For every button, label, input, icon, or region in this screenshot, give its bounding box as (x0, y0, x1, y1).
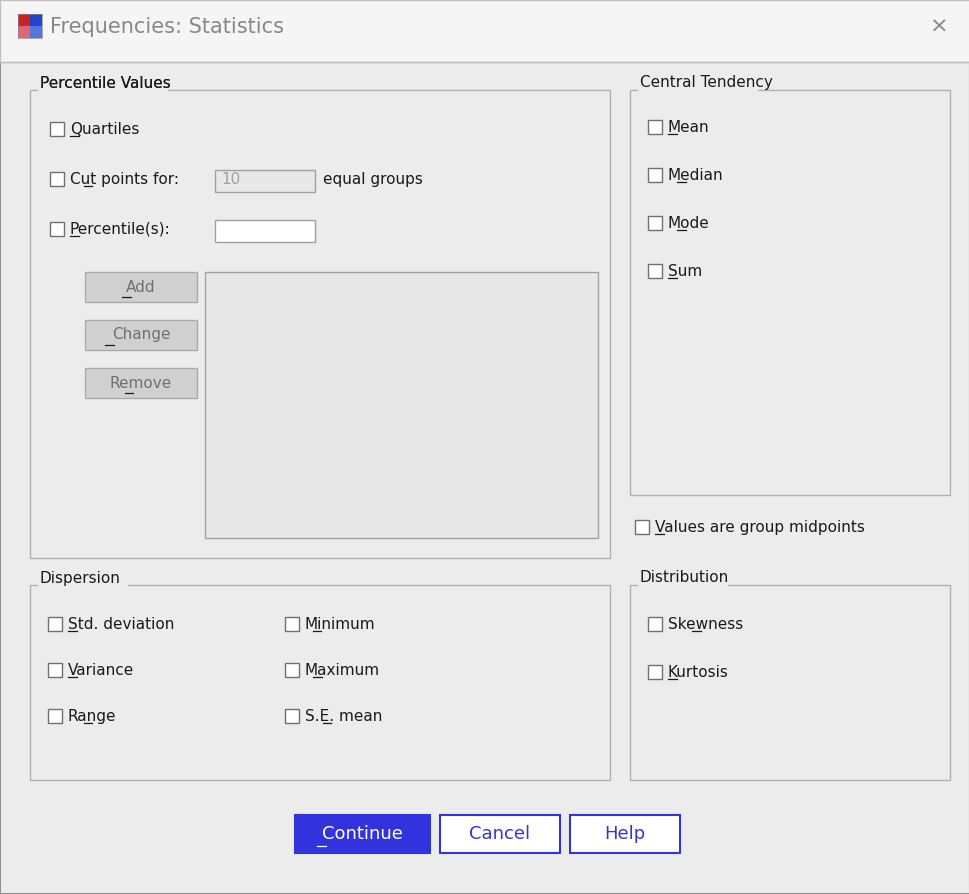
Bar (629, 585, 949, 780)
Bar (85, 368, 197, 398)
Bar (647, 120, 661, 134)
Text: Mean: Mean (668, 120, 709, 135)
Text: Skewness: Skewness (668, 617, 742, 632)
Text: Variance: Variance (68, 663, 134, 678)
Text: Add: Add (126, 280, 156, 294)
Text: Percentile Values: Percentile Values (40, 75, 171, 90)
Bar (50, 122, 64, 136)
Text: Central Tendency: Central Tendency (640, 75, 772, 90)
Bar (285, 617, 298, 631)
Bar (285, 663, 298, 677)
Bar (647, 264, 661, 278)
Text: equal groups: equal groups (323, 172, 422, 187)
Bar (18, 26, 30, 38)
Text: Help: Help (604, 825, 645, 843)
Text: Frequencies: Statistics: Frequencies: Statistics (50, 17, 284, 37)
Bar (647, 168, 661, 182)
Text: Median: Median (668, 168, 723, 183)
Bar (629, 90, 949, 495)
Text: Percentile Values: Percentile Values (40, 75, 171, 90)
Bar (38, 80, 168, 98)
Bar (215, 170, 315, 192)
Text: 10: 10 (221, 172, 240, 187)
Text: Remove: Remove (109, 375, 172, 391)
Text: Percentile(s):: Percentile(s): (70, 222, 171, 237)
Bar (30, 14, 42, 26)
Text: Dispersion: Dispersion (40, 570, 121, 586)
Bar (204, 272, 597, 538)
Bar (215, 220, 315, 242)
Text: S.E. mean: S.E. mean (304, 709, 382, 724)
Bar (30, 26, 42, 38)
Bar (47, 617, 62, 631)
Text: Range: Range (68, 709, 116, 724)
Text: Change: Change (111, 327, 171, 342)
Bar (50, 172, 64, 186)
Text: Continue: Continue (322, 825, 402, 843)
Text: Kurtosis: Kurtosis (668, 665, 728, 680)
Bar (85, 272, 197, 302)
Bar (638, 80, 757, 98)
Bar (295, 815, 429, 853)
Bar (85, 320, 197, 350)
Bar (647, 216, 661, 230)
Bar (647, 617, 661, 631)
Bar (18, 14, 42, 38)
Bar (570, 815, 679, 853)
Text: Cut points for:: Cut points for: (70, 172, 179, 187)
Text: Distribution: Distribution (640, 570, 729, 586)
Text: Quartiles: Quartiles (70, 122, 140, 137)
Bar (647, 665, 661, 679)
Bar (47, 663, 62, 677)
Text: Sum: Sum (668, 264, 702, 279)
Bar (30, 90, 610, 558)
Text: Mode: Mode (668, 216, 709, 231)
Text: Maximum: Maximum (304, 663, 380, 678)
Bar (440, 815, 559, 853)
Bar (285, 709, 298, 723)
Bar (638, 575, 728, 593)
Text: ×: × (929, 17, 948, 37)
Bar (0, 0, 969, 62)
Bar (30, 585, 610, 780)
Bar (18, 14, 30, 26)
Text: Values are group midpoints: Values are group midpoints (654, 520, 864, 535)
Text: Std. deviation: Std. deviation (68, 617, 174, 632)
Bar (38, 575, 128, 593)
Bar (47, 709, 62, 723)
Text: Cancel: Cancel (469, 825, 530, 843)
Text: Minimum: Minimum (304, 617, 375, 632)
Bar (50, 222, 64, 236)
Bar (635, 520, 648, 534)
